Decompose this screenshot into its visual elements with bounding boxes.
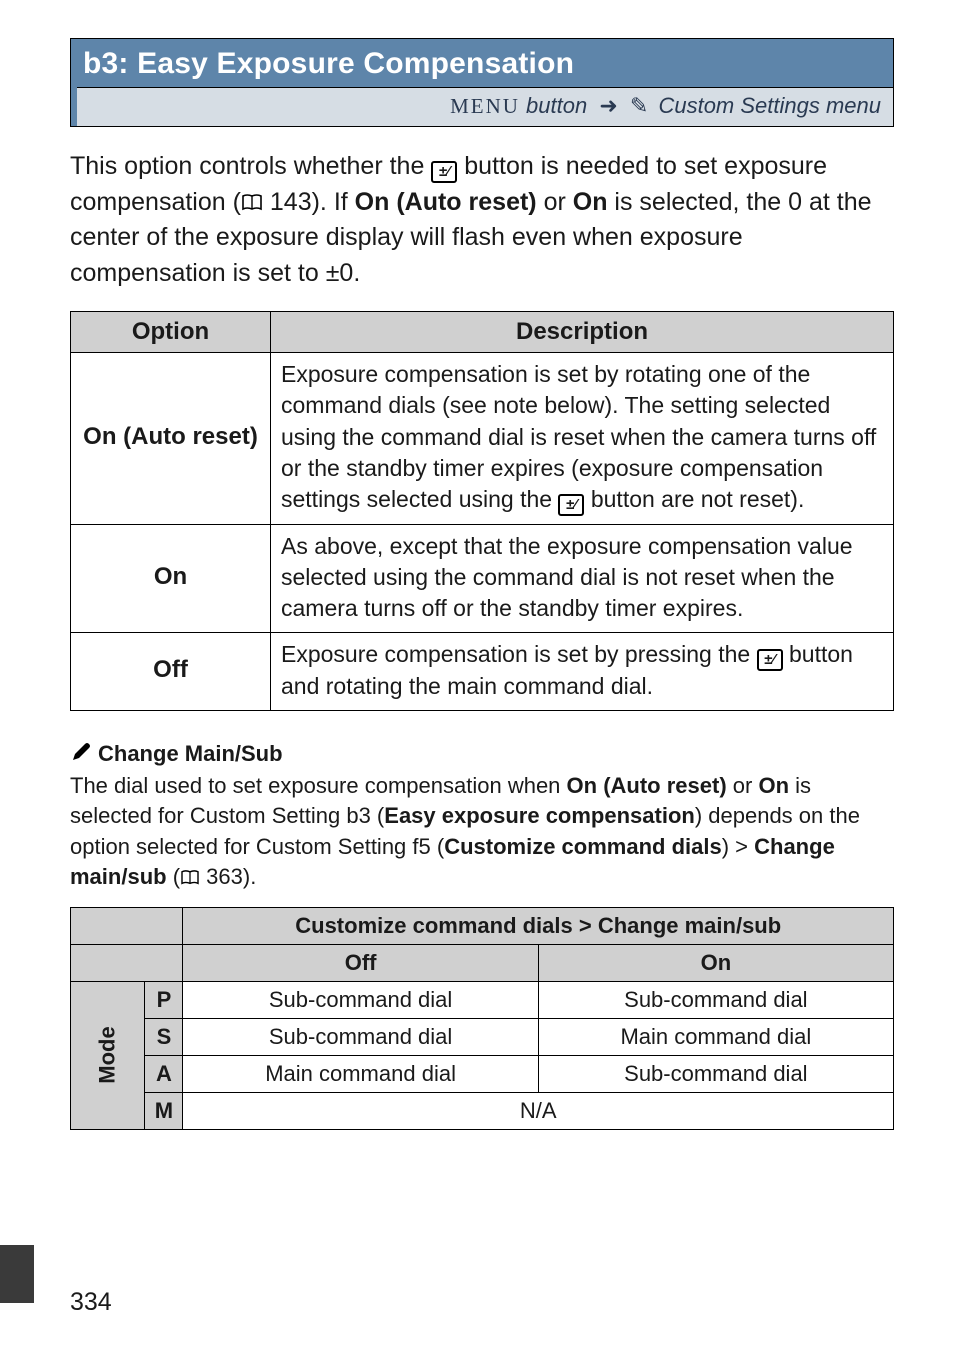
page-edge-tab (0, 1245, 34, 1303)
matrix-cell: Sub-command dial (183, 981, 538, 1018)
option-description: Exposure compensation is set by rotating… (271, 353, 894, 525)
note-bold: On (Auto reset) (567, 773, 727, 798)
mode-cell: M (145, 1092, 183, 1129)
table-row: On (Auto reset) Exposure compensation is… (71, 353, 894, 525)
header-sub-band: MENU button ➜ ✎ Custom Settings menu (71, 87, 893, 126)
desc-text: As above, except that the exposure compe… (281, 533, 853, 622)
note-heading: Change Main/Sub (70, 739, 894, 767)
page-number: 334 (70, 1288, 112, 1317)
option-label: On (71, 524, 271, 633)
header-title-band: b3: Easy Exposure Compensation (71, 39, 893, 87)
intro-text: or (537, 188, 573, 216)
matrix-off-header: Off (183, 944, 538, 981)
intro-text: ). If (312, 188, 355, 216)
col-header-option: Option (71, 312, 271, 353)
matrix-top-header: Customize command dials > Change main/su… (183, 907, 894, 944)
matrix-cell: N/A (183, 1092, 894, 1129)
option-label: Off (71, 633, 271, 711)
section-title: b3: Easy Exposure Compensation (83, 47, 574, 80)
matrix-cell: Sub-command dial (538, 1055, 893, 1092)
matrix-on-header: On (538, 944, 893, 981)
option-description: Exposure compensation is set by pressing… (271, 633, 894, 711)
note-bold: Customize command dials (444, 834, 722, 859)
blank-cell (71, 907, 183, 944)
col-header-description: Description (271, 312, 894, 353)
option-label: On (Auto reset) (71, 353, 271, 525)
mode-cell: A (145, 1055, 183, 1092)
section-header: b3: Easy Exposure Compensation MENU butt… (70, 38, 894, 127)
table-row: On As above, except that the exposure co… (71, 524, 894, 633)
exposure-comp-icon: ±⁄ (431, 161, 457, 183)
intro-bold: On (Auto reset) (355, 188, 537, 216)
exposure-comp-icon: ±⁄ (558, 494, 584, 516)
blank-cell (71, 944, 183, 981)
pencil-icon: ✎ (630, 93, 652, 118)
note-bold: On (758, 773, 789, 798)
matrix-cell: Main command dial (538, 1018, 893, 1055)
intro-bold: On (573, 188, 608, 216)
note-text: ( (167, 864, 180, 889)
option-description: As above, except that the exposure compe… (271, 524, 894, 633)
note-text: ) > (722, 834, 754, 859)
menu-label: MENU (450, 94, 520, 118)
matrix-cell: Main command dial (183, 1055, 538, 1092)
table-row: Off Exposure compensation is set by pres… (71, 633, 894, 711)
desc-text: Exposure compensation is set by pressing… (281, 641, 757, 667)
page-ref: 363 (206, 864, 243, 889)
matrix-side-header: Mode (71, 981, 145, 1129)
intro-paragraph: This option controls whether the ±⁄ butt… (70, 149, 894, 291)
note-text: The dial used to set exposure compensati… (70, 773, 567, 798)
note-text: ). (243, 864, 256, 889)
book-icon (180, 870, 200, 886)
note-text: or (727, 773, 759, 798)
submenu-label: Custom Settings menu (658, 93, 881, 118)
desc-text: button are not reset). (584, 486, 804, 512)
mode-label: Mode (95, 1026, 121, 1083)
matrix-table: Customize command dials > Change main/su… (70, 907, 894, 1130)
matrix-cell: Sub-command dial (538, 981, 893, 1018)
options-table: Option Description On (Auto reset) Expos… (70, 311, 894, 711)
pencil-fill-icon (70, 741, 92, 763)
page-ref: 143 (270, 188, 312, 216)
mode-cell: P (145, 981, 183, 1018)
book-icon (241, 194, 263, 212)
intro-text: This option controls whether the (70, 152, 431, 180)
arrow-icon: ➜ (593, 93, 623, 118)
header-accent-tab (71, 39, 77, 126)
button-word: button (526, 93, 587, 118)
note-paragraph: The dial used to set exposure compensati… (70, 771, 894, 892)
exposure-comp-icon: ±⁄ (757, 649, 783, 671)
note-title: Change Main/Sub (98, 741, 283, 766)
note-bold: Easy exposure compensation (384, 803, 695, 828)
matrix-cell: Sub-command dial (183, 1018, 538, 1055)
mode-cell: S (145, 1018, 183, 1055)
